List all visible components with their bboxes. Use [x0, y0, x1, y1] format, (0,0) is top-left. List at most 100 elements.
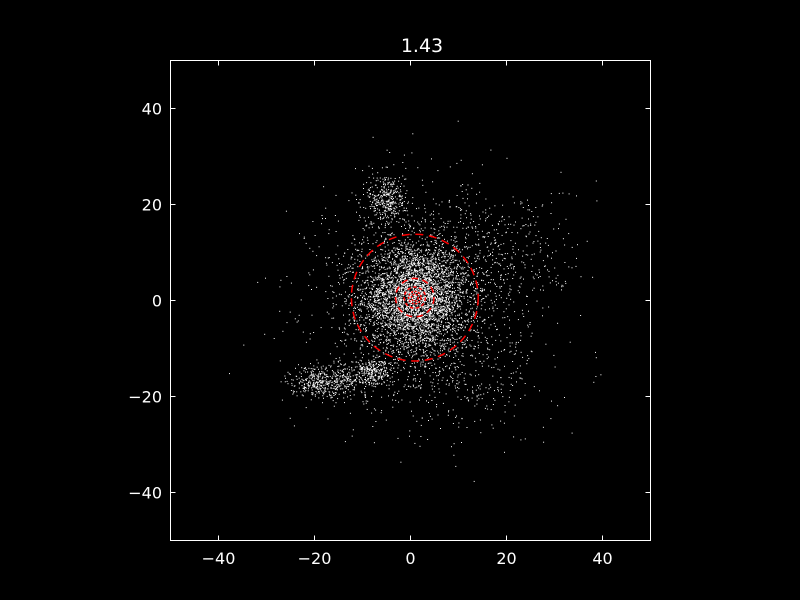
- scatter-point: [397, 272, 399, 274]
- scatter-point: [504, 317, 506, 319]
- scatter-point: [440, 346, 442, 348]
- scatter-point: [431, 300, 433, 302]
- scatter-point: [385, 323, 387, 325]
- scatter-point: [459, 266, 461, 268]
- scatter-point: [510, 223, 512, 225]
- scatter-point: [365, 316, 367, 318]
- scatter-point: [403, 185, 405, 187]
- scatter-point: [422, 361, 424, 363]
- scatter-point: [342, 332, 343, 333]
- scatter-point: [444, 286, 446, 288]
- scatter-point: [432, 270, 434, 272]
- scatter-point: [384, 250, 386, 252]
- scatter-point: [390, 285, 392, 287]
- scatter-point: [393, 282, 395, 284]
- scatter-point: [439, 291, 441, 292]
- scatter-point: [427, 331, 429, 333]
- scatter-point: [361, 242, 363, 244]
- scatter-point: [448, 275, 450, 277]
- scatter-point: [477, 315, 478, 317]
- scatter-point: [385, 310, 387, 312]
- scatter-point: [458, 387, 460, 389]
- scatter-point: [373, 234, 375, 236]
- scatter-point: [438, 329, 440, 331]
- scatter-point: [384, 177, 386, 179]
- scatter-point: [429, 314, 431, 316]
- scatter-point: [419, 267, 420, 269]
- scatter-point: [416, 281, 418, 283]
- scatter-point: [418, 309, 420, 311]
- scatter-point: [408, 338, 410, 340]
- scatter-point: [405, 221, 407, 223]
- scatter-point: [406, 248, 408, 250]
- scatter-point: [415, 255, 417, 257]
- scatter-point: [422, 184, 424, 186]
- scatter-point: [475, 227, 477, 229]
- scatter-point: [470, 296, 472, 298]
- scatter-point: [400, 295, 402, 297]
- scatter-point: [371, 259, 373, 261]
- scatter-point: [432, 339, 433, 341]
- scatter-point: [437, 300, 439, 302]
- scatter-point: [389, 287, 391, 289]
- scatter-point: [525, 224, 527, 225]
- scatter-point: [376, 288, 378, 290]
- scatter-point: [400, 276, 402, 277]
- scatter-point: [407, 236, 409, 238]
- scatter-point: [381, 292, 383, 294]
- scatter-point: [379, 288, 381, 290]
- scatter-point: [374, 324, 375, 326]
- scatter-point: [400, 306, 402, 308]
- scatter-point: [460, 336, 462, 338]
- scatter-point: [425, 266, 427, 267]
- scatter-point: [515, 271, 517, 273]
- scatter-point: [466, 289, 468, 291]
- scatter-point: [437, 295, 438, 297]
- scatter-point: [399, 323, 400, 325]
- scatter-point: [377, 356, 379, 358]
- scatter-point: [412, 257, 414, 259]
- scatter-point: [386, 311, 388, 313]
- scatter-point: [360, 309, 362, 311]
- scatter-point: [421, 417, 423, 419]
- scatter-point: [438, 288, 440, 290]
- scatter-point: [350, 323, 352, 325]
- scatter-point: [348, 324, 350, 326]
- scatter-point: [440, 249, 441, 251]
- scatter-point: [387, 209, 389, 211]
- scatter-point: [430, 241, 432, 243]
- scatter-point: [465, 272, 467, 273]
- scatter-point: [419, 274, 420, 276]
- scatter-point: [392, 242, 394, 244]
- scatter-point: [388, 194, 390, 196]
- scatter-point: [509, 265, 511, 267]
- scatter-point: [458, 249, 460, 251]
- scatter-point: [332, 291, 334, 293]
- scatter-point: [398, 213, 400, 215]
- scatter-point: [435, 298, 437, 300]
- scatter-point: [422, 349, 424, 350]
- scatter-point: [471, 316, 473, 318]
- scatter-point: [339, 277, 341, 279]
- scatter-point: [390, 322, 392, 324]
- scatter-point: [390, 306, 392, 308]
- scatter-point: [416, 343, 417, 345]
- scatter-point: [406, 289, 408, 291]
- scatter-point: [406, 318, 408, 320]
- scatter-point: [438, 311, 440, 313]
- scatter-point: [457, 351, 459, 353]
- scatter-point: [371, 284, 373, 286]
- scatter-point: [377, 302, 379, 304]
- scatter-point: [436, 342, 438, 344]
- scatter-point: [389, 255, 390, 257]
- scatter-point: [460, 159, 462, 161]
- scatter-point: [402, 260, 404, 262]
- scatter-point: [391, 281, 393, 283]
- scatter-point: [418, 276, 420, 278]
- scatter-point: [385, 298, 387, 300]
- scatter-point: [397, 285, 399, 287]
- scatter-point: [444, 311, 446, 313]
- scatter-point: [445, 328, 447, 330]
- scatter-point: [472, 282, 474, 284]
- scatter-point: [374, 267, 376, 269]
